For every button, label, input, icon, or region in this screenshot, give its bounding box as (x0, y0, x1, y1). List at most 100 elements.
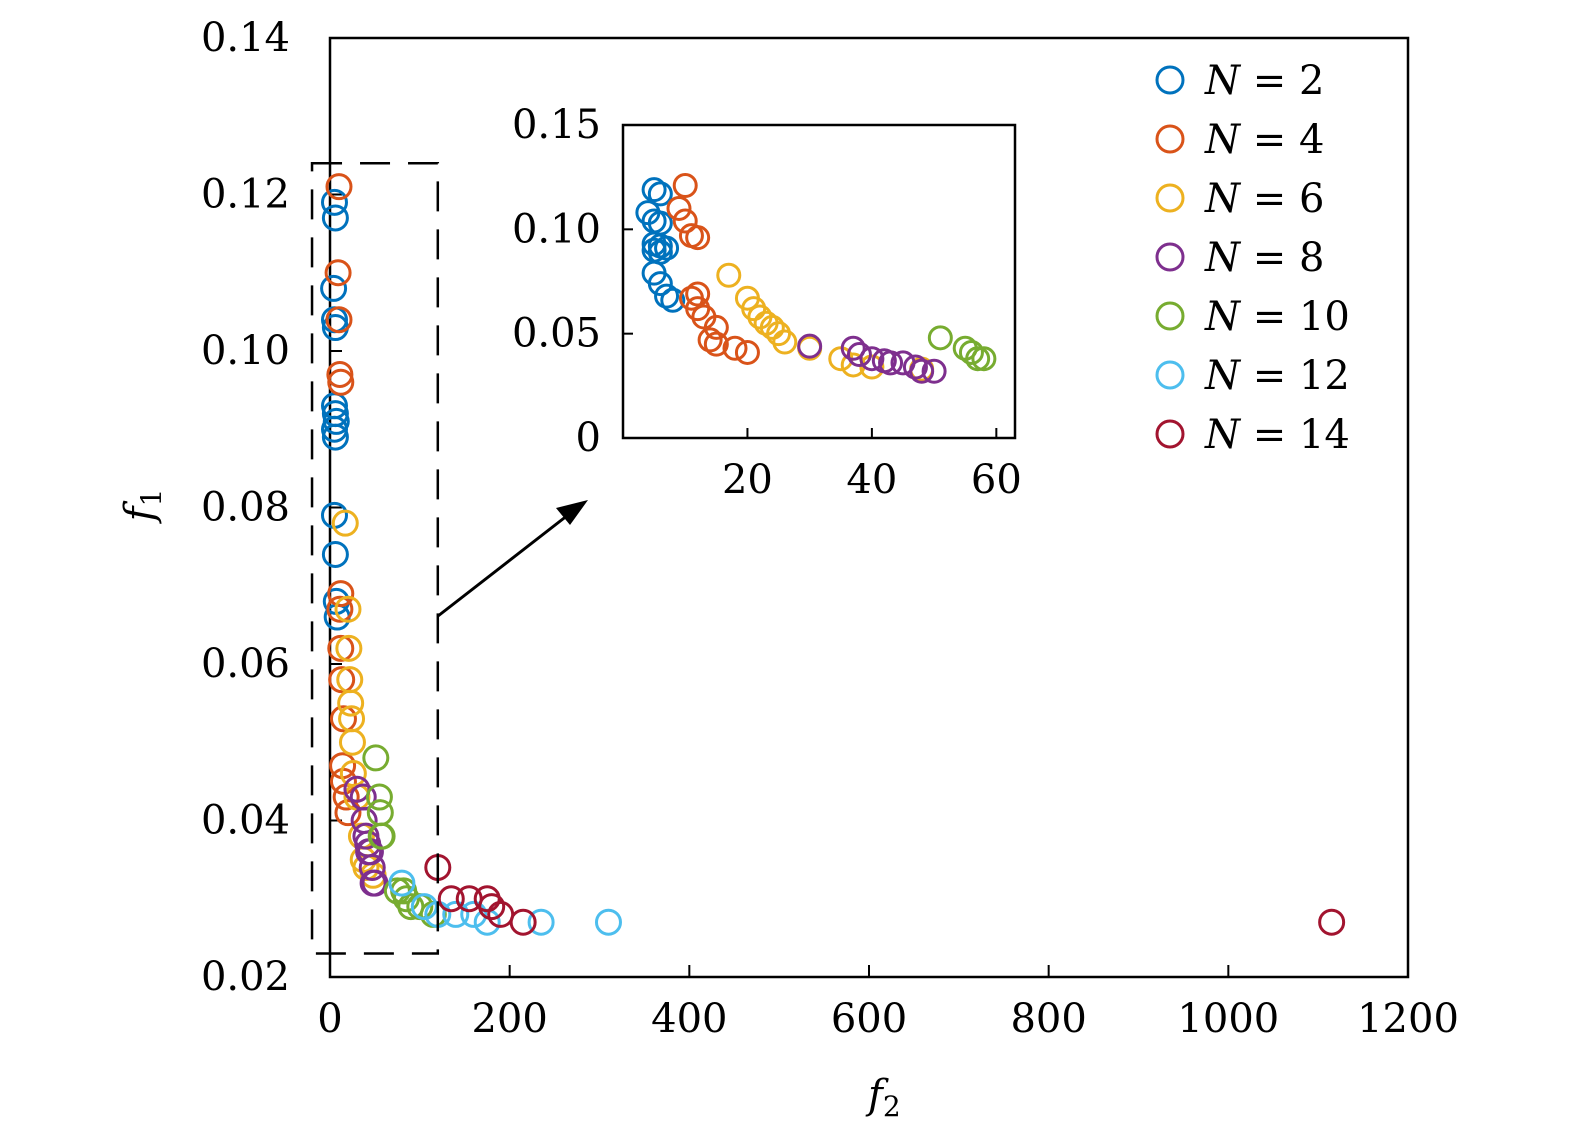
zoom-region-box (310, 161, 440, 955)
data-point-n6 (331, 509, 359, 537)
legend-entry-label: N = 10 (1204, 294, 1350, 340)
inset-x-tick-label: 40 (846, 457, 897, 503)
data-point-n8 (358, 853, 386, 881)
inset-y-tick-label: 0.10 (512, 206, 601, 252)
legend-entry-label: N = 12 (1204, 353, 1350, 399)
x-tick-label: 400 (651, 996, 727, 1042)
inset-data-point-n2 (641, 177, 667, 203)
inset-data-point-n8 (921, 358, 947, 384)
data-point-n10 (365, 783, 393, 811)
data-point-n4 (327, 368, 355, 396)
inset-data-point-n8 (859, 346, 885, 372)
data-point-n12 (410, 893, 438, 921)
inset-x-tick-label: 20 (722, 457, 773, 503)
inset-data-point-n4 (685, 281, 711, 307)
data-point-n10 (368, 822, 396, 850)
data-point-n12 (388, 869, 416, 897)
legend-entry-label: N = 14 (1204, 412, 1350, 458)
x-tick-label: 200 (471, 996, 547, 1042)
data-point-n4 (326, 360, 354, 388)
inset-data-point-n10 (958, 339, 984, 365)
data-point-n6 (335, 634, 363, 662)
inset-x-tick-label: 60 (971, 457, 1022, 503)
inset-data-point-n4 (722, 335, 748, 361)
data-point-n12 (527, 908, 555, 936)
inset-data-point-n2 (647, 271, 673, 297)
data-point-n2 (321, 204, 349, 232)
inset-data-point-n4 (666, 195, 692, 221)
legend-marker (1155, 419, 1185, 449)
inset-data-point-n6 (716, 262, 742, 288)
inset-data-point-n8 (902, 354, 928, 380)
x-tick-label: 1200 (1357, 996, 1459, 1042)
inset-data-point-n4 (685, 225, 711, 251)
inset-data-point-n8 (909, 358, 935, 384)
data-point-n14 (509, 908, 537, 936)
data-point-n4 (327, 634, 355, 662)
inset-data-point-n4 (703, 331, 729, 357)
inset-data-point-n4 (734, 339, 760, 365)
inset-data-point-n10 (965, 346, 991, 372)
main-axis-ticks: 0 200 400 600 800 1000 12000.020.040.060.080.1… (201, 15, 1459, 1042)
x-tick-label: 800 (1010, 996, 1086, 1042)
data-point-n2 (321, 540, 349, 568)
inset-data-point-n2 (660, 287, 686, 313)
data-point-n6 (334, 595, 362, 623)
inset-data-point-n10 (927, 325, 953, 351)
data-point-n12 (594, 908, 622, 936)
legend-marker (1155, 124, 1185, 154)
inset-data-point-n2 (654, 235, 680, 261)
legend-entry-label: N = 8 (1204, 235, 1324, 281)
main-scatter-points (320, 173, 1346, 936)
data-point-n4 (327, 580, 355, 608)
data-point-n4 (334, 799, 362, 827)
data-point-n2 (320, 415, 348, 443)
inset-data-point-n8 (840, 335, 866, 361)
legend-marker (1155, 301, 1185, 331)
data-point-n6 (337, 689, 365, 717)
y-axis-label: f1 (117, 489, 168, 525)
data-point-n12 (442, 900, 470, 928)
data-point-n14 (437, 885, 465, 913)
data-point-n10 (362, 744, 390, 772)
inset-scatter-points (635, 173, 997, 384)
inset-data-point-n4 (697, 327, 723, 353)
legend-entry-label: N = 2 (1204, 58, 1324, 104)
legend-entry-label: N = 4 (1204, 117, 1324, 163)
data-point-n4 (324, 259, 352, 287)
y-tick-label: 0.14 (201, 15, 290, 61)
y-tick-label: 0.08 (201, 485, 290, 531)
inset-data-point-n6 (859, 354, 885, 380)
data-point-n4 (328, 666, 356, 694)
zoom-arrow (437, 500, 588, 618)
data-point-n14 (1318, 908, 1346, 936)
inset-data-point-n2 (654, 283, 680, 309)
inset-data-point-n10 (971, 346, 997, 372)
inset-axis-ticks: 20 40 60 0 0.05 0.10 0.15 (512, 102, 1022, 503)
inset-y-tick-label: 0.15 (512, 102, 601, 148)
x-tick-label: 1000 (1177, 996, 1279, 1042)
inset-data-point-n4 (672, 208, 698, 234)
inset-data-point-n8 (878, 350, 904, 376)
legend-entry-label: N = 6 (1204, 176, 1324, 222)
y-tick-label: 0.04 (201, 798, 290, 844)
data-point-n6 (343, 783, 371, 811)
data-point-n14 (478, 893, 506, 921)
legend-marker (1155, 360, 1185, 390)
legend-marker (1155, 242, 1185, 272)
data-point-n4 (329, 705, 357, 733)
y-tick-label: 0.12 (201, 172, 290, 218)
data-point-n4 (325, 306, 353, 334)
data-point-n6 (338, 728, 366, 756)
y-tick-label: 0.06 (201, 641, 290, 687)
data-point-n4 (326, 595, 354, 623)
inset-data-point-n8 (797, 333, 823, 359)
data-point-n4 (325, 173, 353, 201)
data-point-n2 (320, 274, 348, 302)
inset-data-point-n4 (672, 173, 698, 199)
legend-marker (1155, 183, 1185, 213)
inset-data-point-n6 (759, 314, 785, 340)
data-point-n12 (460, 900, 488, 928)
data-point-n2 (321, 423, 349, 451)
